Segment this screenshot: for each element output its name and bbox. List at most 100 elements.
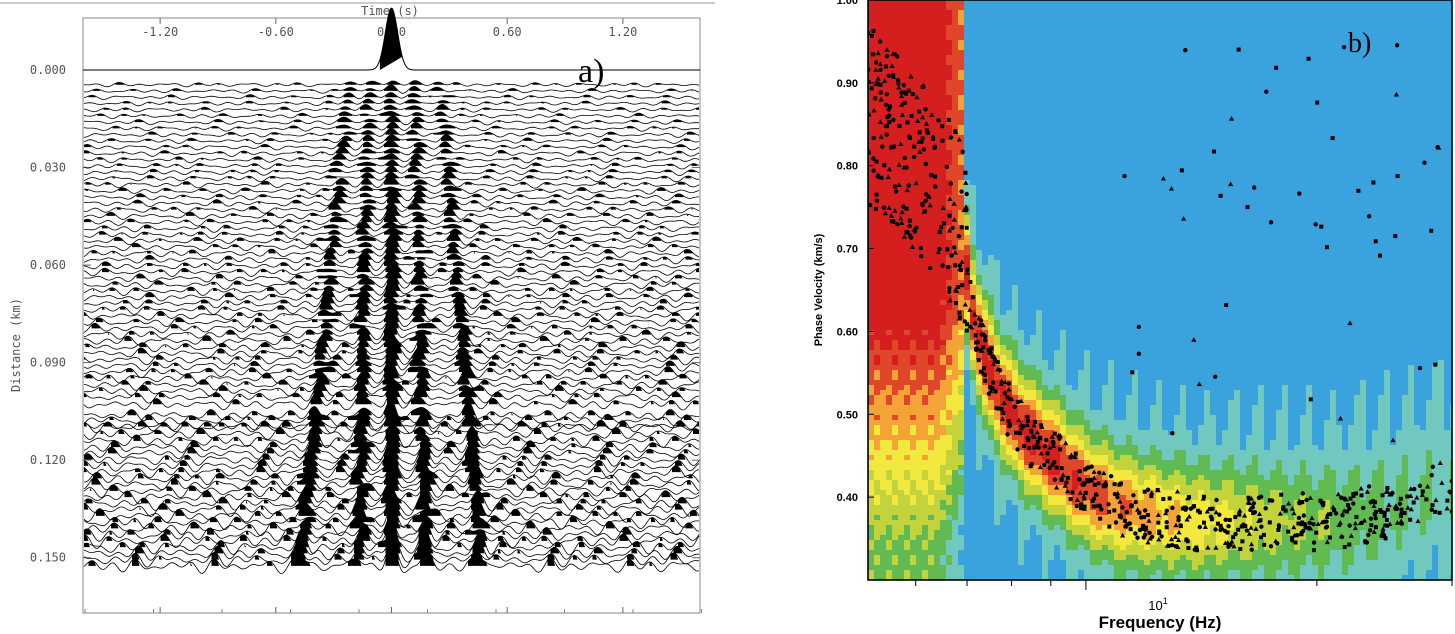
panel-b-heat-cell [940, 140, 947, 146]
panel-b-heat-cell [898, 85, 905, 91]
panel-b-heat-cell [940, 20, 947, 26]
panel-a-trace-fill [84, 467, 87, 473]
panel-b-heat-cell [940, 370, 947, 376]
panel-b-heat-cell [970, 430, 977, 436]
panel-b-heat-cell [886, 325, 893, 331]
panel-b-heat-cell [1018, 260, 1025, 266]
panel-b-heat-cell [994, 105, 1001, 111]
panel-a-trace-fill [387, 122, 399, 129]
panel-b-heat-cell [928, 155, 935, 161]
panel-b-heat-cell [880, 500, 887, 506]
panel-a-trace-fill [613, 232, 620, 235]
panel-b-heat-cell [1012, 415, 1019, 421]
panel-b-heat-cell [910, 345, 917, 351]
panel-b-heat-cell [1006, 30, 1013, 36]
panel-b-heat-cell [1018, 575, 1025, 580]
panel-b-heat-cell [880, 395, 887, 401]
panel-a-trace-fill [604, 249, 614, 254]
panel-a-trace-fill [619, 420, 627, 427]
panel-b-heat-cell [1036, 45, 1043, 51]
panel-a-trace-fill [616, 356, 621, 360]
panel-b-heat-cell [928, 475, 935, 481]
panel-b-heat-cell [958, 10, 965, 16]
panel-b-heat-cell [982, 510, 989, 516]
panel-b-heat-cell [1048, 40, 1055, 46]
panel-a-trace-fill [543, 145, 551, 148]
panel-a-trace-fill [522, 145, 525, 148]
panel-b-heat-cell [952, 175, 959, 181]
panel-b-heat-cell [946, 555, 953, 561]
panel-b-heat-cell [904, 200, 911, 206]
panel-b-heat-cell [1012, 420, 1019, 426]
panel-a-trace-fill [412, 234, 425, 241]
panel-b-heat-cell [886, 465, 893, 471]
panel-b-heat-cell [1048, 95, 1055, 101]
panel-a-trace-fill [549, 244, 555, 248]
panel-a-trace-fill [261, 505, 264, 510]
panel-b-heat-cell [886, 530, 893, 536]
panel-b-heat-cell [934, 185, 941, 191]
panel-b-heat-cell [952, 0, 959, 6]
panel-b-heat-cell [886, 65, 893, 71]
panel-b-heat-cell [928, 105, 935, 111]
panel-b-heat-cell [904, 395, 911, 401]
panel-b-heat-cell [940, 540, 947, 546]
panel-b-heat-cell [976, 135, 983, 141]
panel-a-trace-fill [412, 112, 425, 116]
panel-a-trace-fill [201, 299, 209, 304]
panel-b-heat-cell [1042, 415, 1049, 421]
panel-a-trace-fill [196, 428, 206, 434]
panel-a-trace-fill [246, 94, 255, 98]
panel-b-heat-cell [1030, 330, 1037, 336]
panel-b-heat-cell [898, 70, 905, 76]
panel-b-heat-cell [1042, 360, 1049, 366]
panel-b-heat-cell [994, 560, 1001, 566]
panel-a-trace-fill [127, 409, 137, 416]
panel-b-heat-cell [1036, 550, 1043, 556]
panel-b-heat-cell [940, 80, 947, 86]
panel-b-heat-cell [988, 150, 995, 156]
panel-a-trace-fill [685, 522, 693, 529]
panel-b-heat-cell [958, 140, 965, 146]
panel-b-heat-cell [910, 260, 917, 266]
panel-b-heat-cell [964, 285, 971, 291]
panel-a-trace-fill [582, 101, 591, 104]
panel-b-heat-cell [1000, 50, 1007, 56]
panel-b-heat-cell [982, 55, 989, 61]
panel-b-heat-cell [982, 280, 989, 286]
panel-a-trace-fill [670, 318, 677, 323]
panel-b-heat-cell [940, 320, 947, 326]
panel-b-heat-cell [1036, 400, 1043, 406]
panel-b-heat-cell [916, 10, 923, 16]
panel-b-heat-cell [886, 480, 893, 486]
panel-b-heat-cell [904, 50, 911, 56]
panel-a-trace-fill [355, 300, 369, 310]
panel-a-trace-fill [118, 429, 125, 434]
panel-b-heat-cell [892, 35, 899, 41]
panel-b-heat-cell [868, 210, 875, 216]
panel-b-heat-cell [994, 485, 1001, 491]
panel-b-heat-cell [970, 70, 977, 76]
panel-b-heat-cell [970, 370, 977, 376]
panel-a-trace-fill [258, 548, 266, 554]
panel-b-heat-cell [934, 210, 941, 216]
panel-b-heat-cell [982, 565, 989, 571]
panel-b-heat-cell [1006, 365, 1013, 371]
panel-b-heat-cell [886, 130, 893, 136]
panel-b-heat-cell [964, 540, 971, 546]
panel-b-heat-cell [1024, 200, 1031, 206]
panel-b-heat-cell [1030, 520, 1037, 526]
panel-b-heat-cell [892, 95, 899, 101]
panel-b-heat-cell [868, 460, 875, 466]
panel-b-heat-cell [964, 40, 971, 46]
panel-b-heat-cell [880, 25, 887, 31]
panel-b-heat-cell [922, 155, 929, 161]
panel-b-heat-cell [970, 25, 977, 31]
panel-b-heat-cell [1042, 235, 1049, 241]
panel-b-heat-cell [874, 495, 881, 501]
panel-a-trace-fill [480, 114, 483, 116]
panel-b-heat-cell [988, 455, 995, 461]
panel-b-heat-cell [994, 230, 1001, 236]
panel-b-heat-cell [940, 65, 947, 71]
panel-b-heat-cell [1012, 440, 1019, 446]
